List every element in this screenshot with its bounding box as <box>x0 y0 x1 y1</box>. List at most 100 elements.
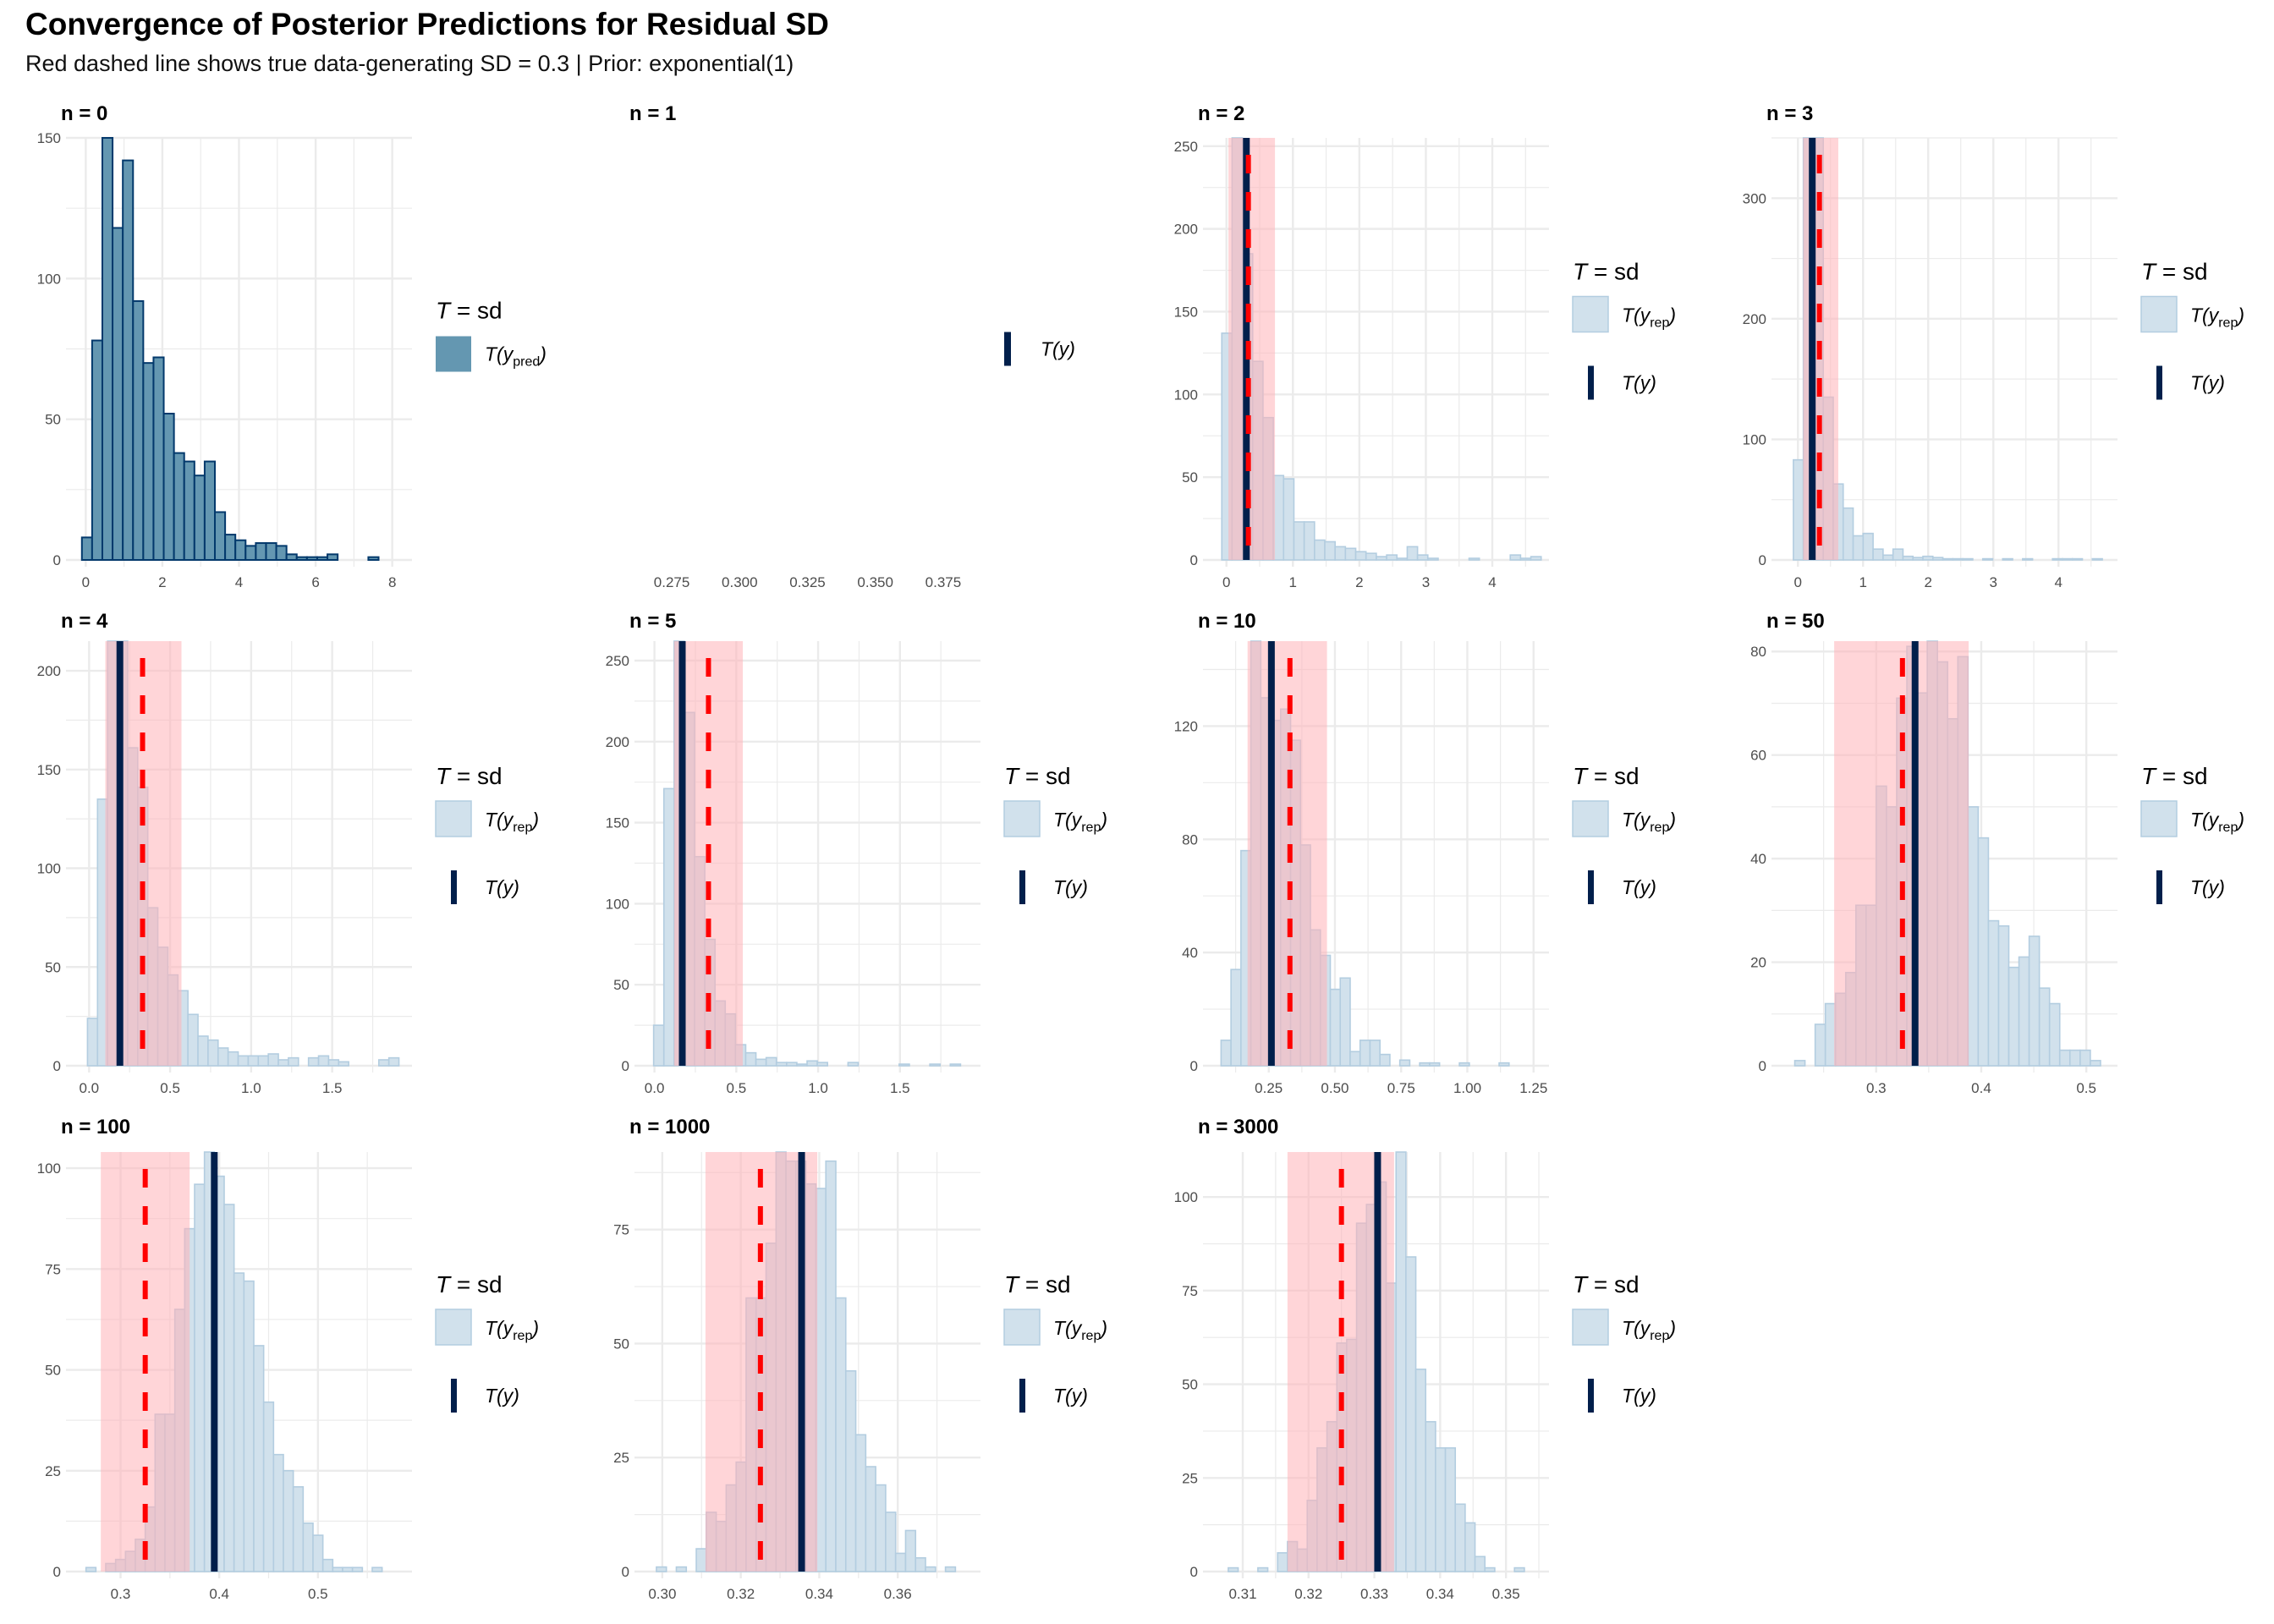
legend-key-observed <box>2156 870 2162 904</box>
figure-title: Convergence of Posterior Predictions for… <box>25 7 829 41</box>
y-tick-label: 50 <box>1182 469 1198 486</box>
histogram-bar <box>1396 557 1409 561</box>
histogram-bar <box>1406 546 1419 561</box>
y-tick-label: 75 <box>613 1222 629 1238</box>
legend-key-observed <box>1588 1379 1594 1413</box>
histogram-bar <box>1303 521 1316 561</box>
histogram-bar <box>367 556 380 562</box>
x-tick-label: 0.0 <box>645 1080 665 1096</box>
y-tick-label: 25 <box>613 1450 629 1466</box>
histogram-bar <box>662 787 675 1067</box>
histogram-bar <box>925 1566 937 1572</box>
histogram-bar <box>1386 554 1398 561</box>
x-tick-label: 0.5 <box>308 1586 328 1602</box>
histogram-bar <box>1257 1566 1269 1572</box>
histogram-bar <box>223 1204 235 1572</box>
histogram-bar <box>1230 968 1242 1067</box>
y-tick-label: 100 <box>37 1160 61 1177</box>
histogram-bar <box>253 1345 265 1572</box>
histogram-bar <box>695 1548 707 1572</box>
legend-label: T(y) <box>1053 1385 1088 1407</box>
panel-n-10: n = 10 0 40 80 120 0.25 0.50 0.75 1.00 1.25 T = sd… <box>1174 610 1676 1096</box>
histogram-bar <box>786 1062 798 1067</box>
credible-interval-band <box>1228 138 1276 560</box>
histogram-bar <box>875 1484 887 1572</box>
histogram-bar <box>2062 557 2074 561</box>
histogram-bar <box>327 1059 340 1067</box>
histogram-bar <box>2002 557 2013 561</box>
histogram-bar <box>378 1059 390 1067</box>
y-tick-label: 300 <box>1743 190 1766 206</box>
histogram-bar <box>1987 919 2000 1067</box>
y-tick-label: 100 <box>606 896 629 912</box>
legend-label: T(y) <box>1622 1385 1656 1407</box>
histogram-bar <box>1519 557 1532 561</box>
legend-key-replicated <box>2140 295 2178 333</box>
panel-n-5: n = 5 0 50 100 150 200 250 0.0 0.5 1.0 1.5 T = sd T(… <box>606 610 1107 1096</box>
panel-title: n = 50 <box>1766 610 1825 633</box>
x-tick-label: 2 <box>1355 574 1363 590</box>
histogram-bar <box>755 1058 767 1067</box>
histogram-bar <box>1435 1447 1447 1572</box>
histogram-bar <box>262 1401 275 1572</box>
legend-key-replicated <box>435 800 472 837</box>
histogram-bar <box>2068 1049 2081 1067</box>
x-tick-label: 1 <box>1289 574 1297 590</box>
panel-n-3: n = 3 0 100 200 300 0 1 2 3 4 T = sd T(yrep) T(y) <box>1743 102 2244 590</box>
legend-label: T(y) <box>1041 338 1075 360</box>
y-tick-label: 100 <box>1743 431 1766 447</box>
histogram-bar <box>338 1061 349 1067</box>
y-tick-label: 100 <box>37 271 61 287</box>
histogram-bar <box>2052 557 2063 561</box>
histogram-bar <box>307 1056 320 1067</box>
panel-title: n = 100 <box>61 1116 130 1138</box>
legend-key-prior <box>436 336 471 372</box>
legend-label: T(yrep) <box>485 809 539 835</box>
histogram-bar <box>1419 1062 1431 1067</box>
x-tick-label: 0.375 <box>926 574 962 590</box>
panel-title: n = 4 <box>61 610 108 633</box>
histogram-bar <box>207 1039 219 1067</box>
panel-legend: T = sd T(yrep) T(y) <box>1572 259 1676 400</box>
histogram-bar <box>944 1566 957 1572</box>
y-tick-label: 0 <box>622 1564 629 1580</box>
x-tick-label: 0.5 <box>2076 1080 2096 1096</box>
histogram-bar <box>1395 1151 1407 1572</box>
histogram-bar <box>1530 556 1542 561</box>
y-tick-label: 0 <box>1759 552 1766 568</box>
histogram-bar <box>2028 935 2041 1067</box>
x-tick-label: 0.350 <box>857 574 893 590</box>
y-tick-label: 0 <box>53 1058 61 1074</box>
histogram-bar <box>272 1453 284 1572</box>
histogram-bar <box>1416 554 1429 561</box>
histogram-bar <box>1293 521 1305 561</box>
histogram-bar <box>387 1056 400 1067</box>
histogram-bar <box>371 1566 383 1572</box>
y-tick-label: 40 <box>1750 851 1766 867</box>
legend-label: T(yrep) <box>1622 304 1676 331</box>
x-tick-label: 6 <box>311 574 319 590</box>
legend-key-replicated <box>2140 800 2178 837</box>
histogram-bar <box>1967 806 1980 1067</box>
legend-title: T = sd <box>2141 763 2208 789</box>
histogram-bar <box>227 1051 239 1067</box>
x-tick-label: 2 <box>1925 574 1932 590</box>
legend-key-observed <box>451 1379 457 1413</box>
panel-title: n = 2 <box>1198 102 1244 125</box>
legend-label: T(y) <box>485 1385 519 1407</box>
histogram-bar <box>2008 966 2020 1067</box>
x-tick-label: 1.0 <box>241 1080 261 1096</box>
panel-n-1000: n = 1000 0 25 50 75 0.30 0.32 0.34 0.36 T = sd T(y… <box>613 1116 1107 1602</box>
histogram-bar <box>285 553 298 562</box>
y-tick-label: 0 <box>622 1058 629 1074</box>
y-tick-label: 120 <box>1174 718 1198 734</box>
histogram-bar <box>86 1018 99 1067</box>
histogram-bar <box>1922 555 1934 561</box>
y-tick-label: 25 <box>1182 1470 1198 1486</box>
legend-key-replicated <box>1572 295 1609 333</box>
y-tick-label: 80 <box>1750 644 1766 660</box>
legend-title: T = sd <box>1573 763 1640 789</box>
panel-legend: T = sd T(yrep) T(y) <box>2140 259 2244 400</box>
histogram-bar <box>316 556 329 562</box>
